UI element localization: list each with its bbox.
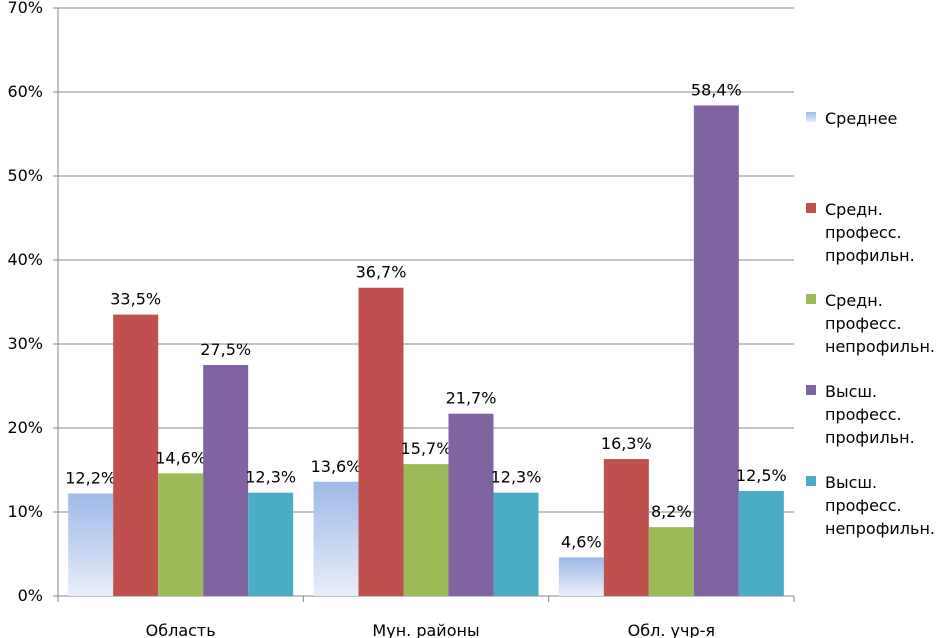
data-label: 36,7% — [356, 263, 407, 282]
bar — [313, 481, 359, 596]
data-label: 8,2% — [651, 502, 692, 521]
data-label: 4,6% — [561, 532, 602, 551]
data-label: 12,2% — [65, 469, 116, 488]
legend-swatch — [806, 112, 816, 122]
bar — [358, 287, 404, 596]
x-tick-label: Область — [146, 621, 216, 638]
legend-item: Высш. професс. профильн. — [806, 380, 915, 449]
legend-item: Высш. професс. непрофильн. — [806, 471, 935, 540]
legend-label: Высш. професс. непрофильн. — [825, 473, 935, 538]
legend-item: Средн. професс. профильн. — [806, 198, 915, 267]
bar — [493, 492, 539, 596]
bar — [603, 459, 649, 596]
data-label: 12,3% — [491, 468, 542, 487]
y-tick-label: 30% — [7, 334, 43, 353]
data-label: 33,5% — [110, 290, 161, 309]
bar — [693, 105, 739, 596]
legend-label: Высш. професс. профильн. — [825, 382, 915, 447]
bar — [403, 464, 449, 596]
bar — [448, 413, 494, 596]
bar — [248, 492, 294, 596]
legend-swatch — [806, 385, 816, 395]
bar — [203, 365, 249, 596]
bar — [648, 527, 694, 596]
legend-swatch — [806, 476, 816, 486]
x-tick-label: Обл. учр-я — [628, 621, 715, 638]
data-label: 13,6% — [311, 457, 362, 476]
bar — [113, 314, 159, 596]
bar — [68, 493, 114, 596]
legend-label: Среднее — [825, 109, 898, 128]
data-label: 15,7% — [401, 439, 452, 458]
data-label: 12,5% — [736, 466, 787, 485]
y-tick-label: 50% — [7, 166, 43, 185]
bar — [738, 491, 784, 596]
data-label: 16,3% — [601, 434, 652, 453]
y-tick-label: 60% — [7, 82, 43, 101]
legend-label: Средн. професс. профильн. — [825, 200, 915, 265]
bar — [158, 473, 204, 596]
y-tick-label: 40% — [7, 250, 43, 269]
legend-item: Среднее — [806, 107, 897, 130]
data-label: 27,5% — [200, 340, 251, 359]
x-tick-label: Мун. районы — [372, 621, 479, 638]
legend-swatch — [806, 294, 816, 304]
bar — [558, 557, 604, 596]
legend-label: Средн. професс. непрофильн. — [825, 291, 935, 356]
y-tick-label: 10% — [7, 502, 43, 521]
legend: Среднее Средн. професс. профильн. Средн. п… — [806, 0, 941, 638]
y-tick-label: 20% — [7, 418, 43, 437]
legend-swatch — [806, 203, 816, 213]
y-tick-label: 0% — [18, 586, 43, 605]
y-tick-label: 70% — [7, 0, 43, 17]
data-label: 21,7% — [446, 389, 497, 408]
data-label: 58,4% — [691, 80, 742, 99]
data-label: 14,6% — [155, 448, 206, 467]
data-label: 12,3% — [245, 468, 296, 487]
legend-item: Средн. професс. непрофильн. — [806, 289, 935, 358]
